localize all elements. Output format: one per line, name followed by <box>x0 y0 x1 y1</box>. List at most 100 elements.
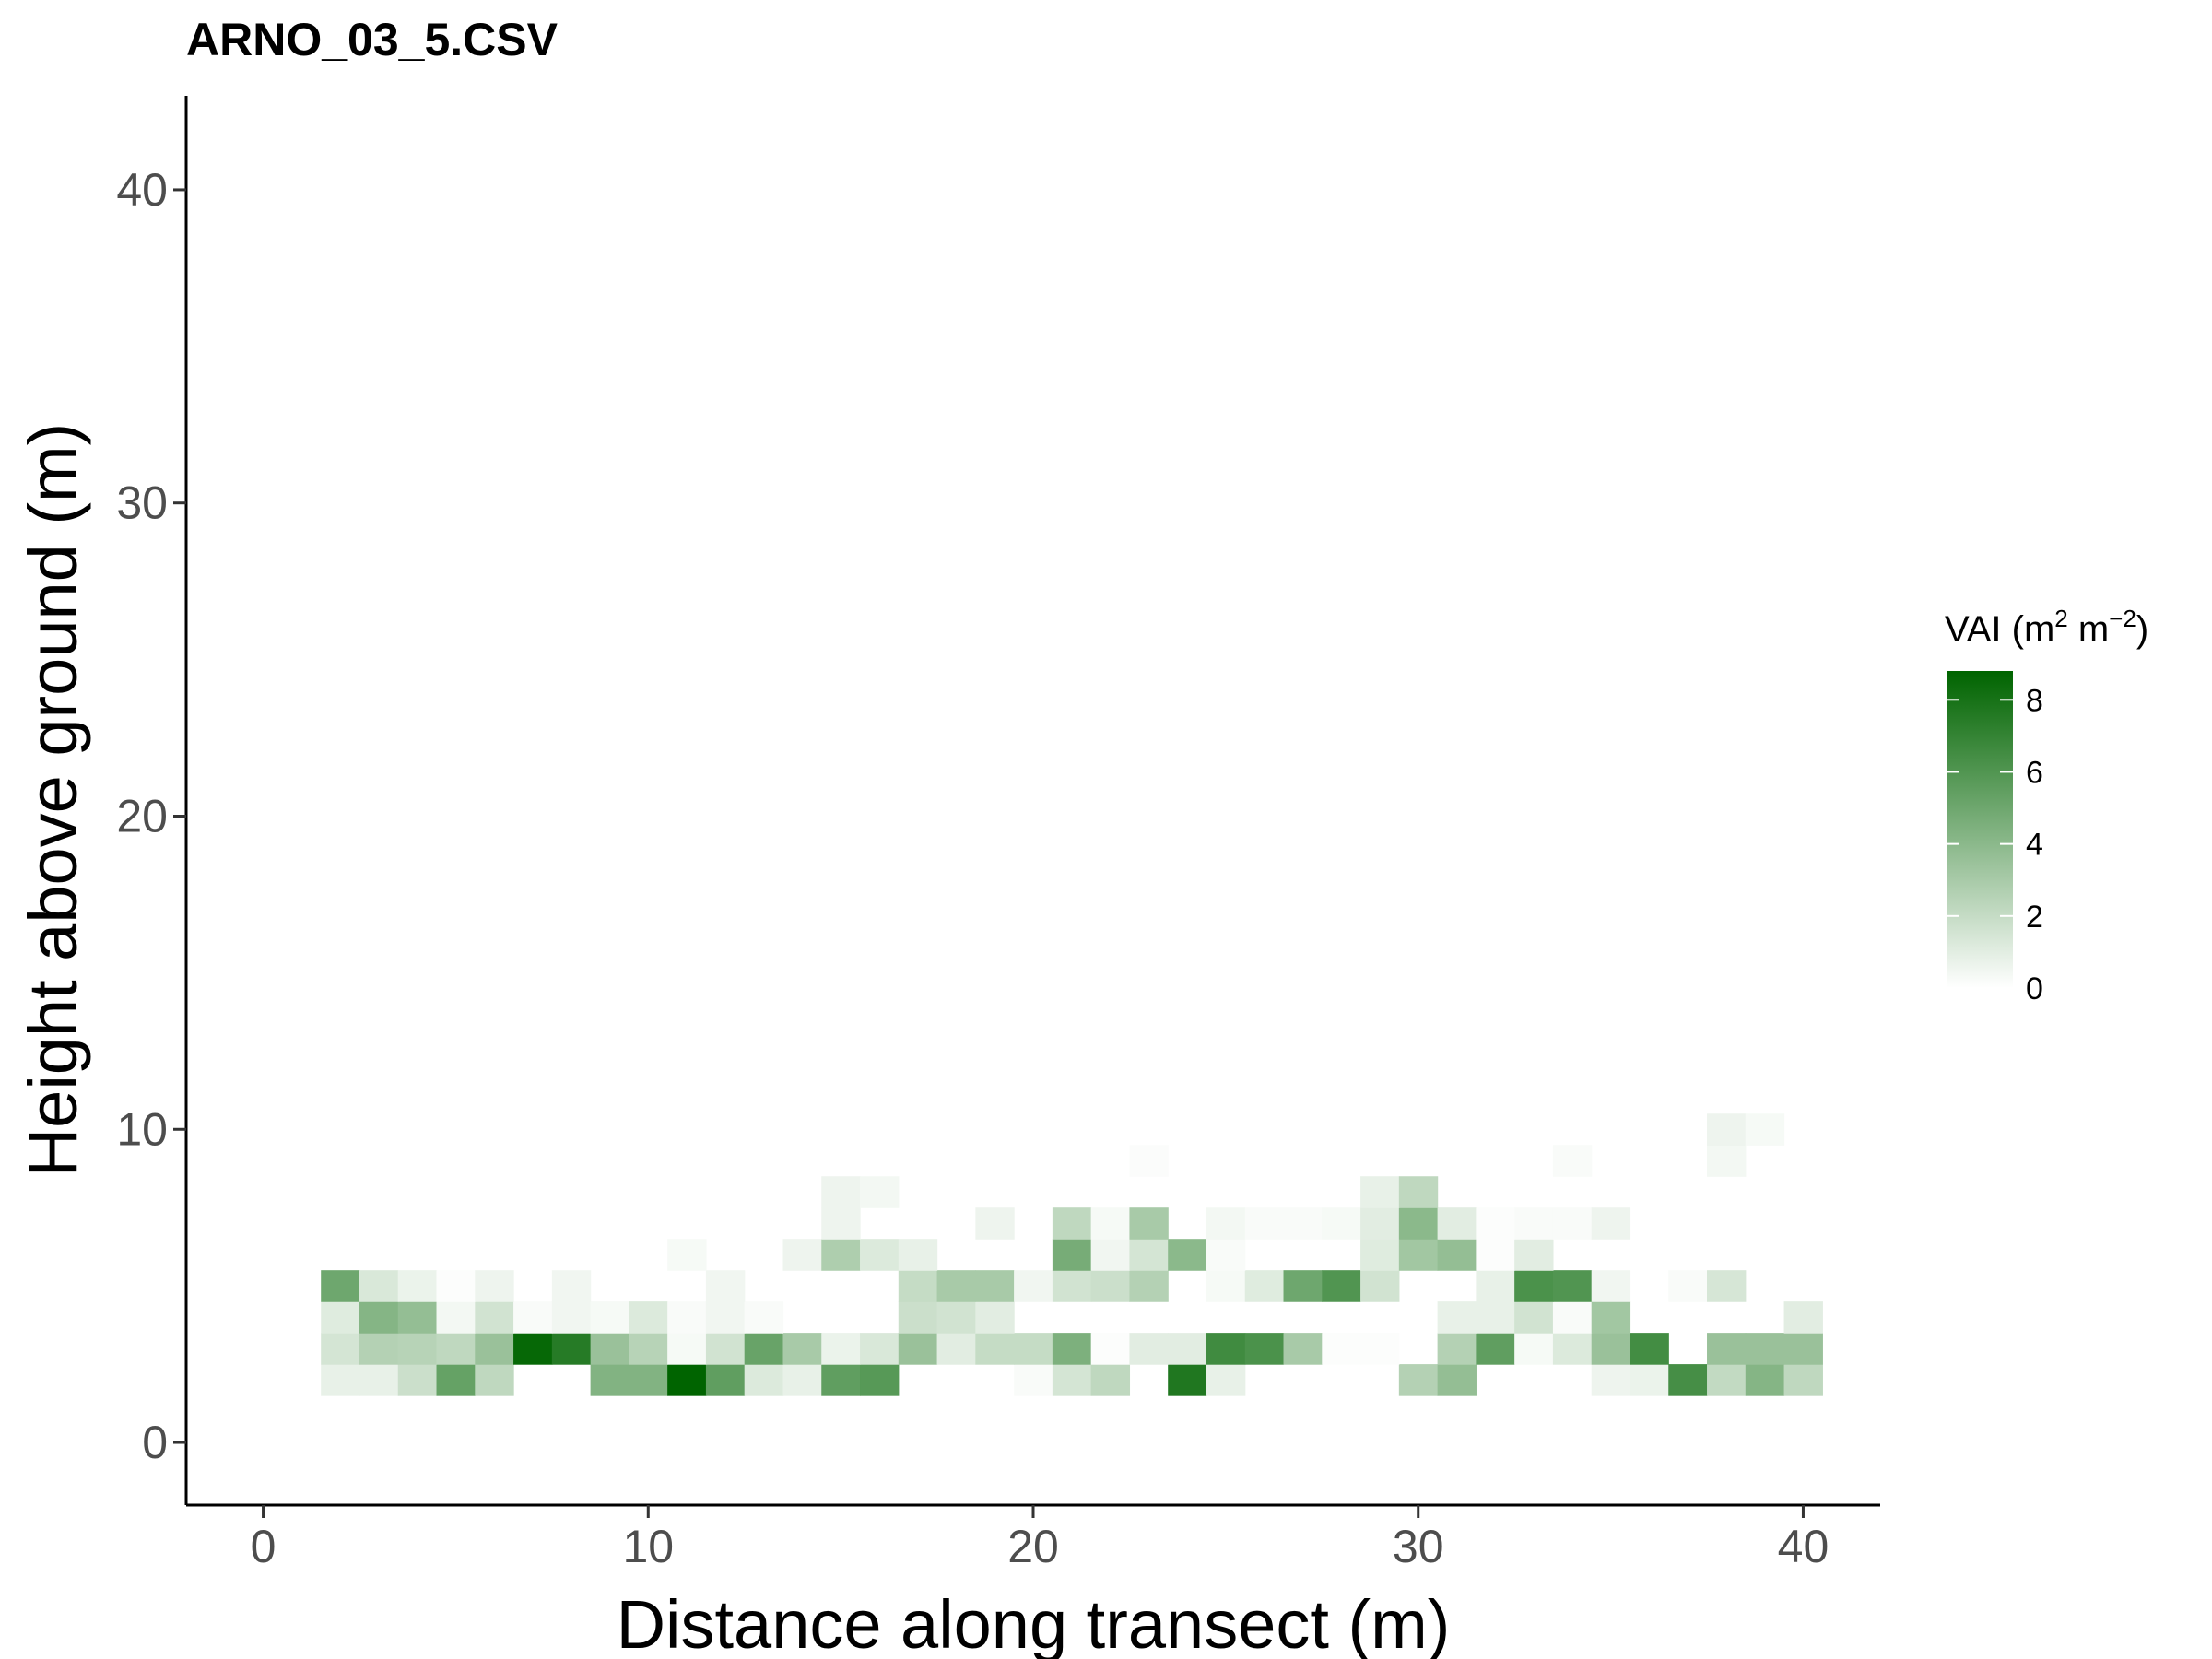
heatmap-cell <box>898 1301 938 1334</box>
heatmap-cell <box>1514 1270 1554 1302</box>
heatmap-cell <box>821 1207 861 1240</box>
heatmap-cell <box>1552 1333 1593 1365</box>
heatmap-cell <box>667 1239 707 1271</box>
heatmap-cell <box>1052 1239 1092 1271</box>
heatmap-cell <box>1783 1333 1823 1365</box>
heatmap-cell <box>1052 1207 1092 1240</box>
heatmap-cell <box>1129 1207 1169 1240</box>
y-axis-title: Height above ground (m) <box>15 423 91 1178</box>
heatmap-cell <box>1129 1239 1169 1271</box>
x-tick-label: 40 <box>1778 1521 1830 1572</box>
heatmap-cell <box>1783 1364 1823 1396</box>
heatmap-cell <box>1090 1207 1131 1240</box>
heatmap-cell <box>513 1301 553 1334</box>
heatmap-cell <box>975 1333 1015 1365</box>
chart-title: ARNO_03_5.CSV <box>186 14 559 65</box>
heatmap-cell <box>1398 1239 1439 1271</box>
heatmap-cell <box>1206 1270 1246 1302</box>
y-tick-label: 40 <box>116 164 168 216</box>
heatmap-cell <box>1745 1333 1785 1365</box>
heatmap-cell <box>1707 1364 1747 1396</box>
heatmap-cell <box>1360 1270 1400 1302</box>
heatmap-cell <box>436 1333 476 1365</box>
heatmap-cell <box>898 1270 938 1302</box>
heatmap-cell <box>1014 1364 1053 1396</box>
heatmap-cell <box>321 1333 360 1365</box>
heatmap-cell <box>1129 1333 1169 1365</box>
heatmap-cell <box>397 1333 438 1365</box>
x-axis-ticks: 0 10 20 30 40 <box>251 1505 1830 1572</box>
legend-ticks: 0 2 4 6 8 <box>1947 683 2043 1006</box>
heatmap-cell <box>1052 1364 1092 1396</box>
legend-title-sup1: 2 <box>2054 605 2067 632</box>
legend-title-end: ) <box>2136 609 2148 650</box>
heatmap-cell <box>629 1333 668 1365</box>
heatmap-cell <box>1206 1333 1246 1365</box>
heatmap-cell <box>1783 1301 1823 1334</box>
heatmap-cell <box>1090 1364 1131 1396</box>
heatmap-cell <box>1322 1333 1361 1365</box>
legend-tick-label: 2 <box>2026 900 2043 935</box>
heatmap-cell <box>1244 1207 1285 1240</box>
heatmap-cell <box>1591 1270 1631 1302</box>
heatmap-cell <box>898 1333 938 1365</box>
heatmap-cell <box>860 1176 900 1208</box>
heatmap-cell <box>590 1333 629 1365</box>
heatmap-cell <box>1360 1176 1400 1208</box>
legend-title-mid: m <box>2068 609 2109 650</box>
y-tick-label: 20 <box>116 790 168 841</box>
heatmap-cell <box>936 1270 976 1302</box>
heatmap-cell <box>1322 1207 1361 1240</box>
heatmap-cell <box>975 1270 1015 1302</box>
heatmap-cell <box>705 1301 746 1334</box>
heatmap-cell <box>1014 1333 1053 1365</box>
heatmap-cell <box>359 1301 399 1334</box>
heatmap-cell <box>1360 1333 1400 1365</box>
heatmap-cell <box>1437 1207 1477 1240</box>
heatmap-cell <box>782 1364 822 1396</box>
heatmap-cell <box>1398 1364 1439 1396</box>
heatmap-cell <box>1476 1207 1515 1240</box>
heatmap-cell <box>667 1301 707 1334</box>
heatmap-cell <box>1360 1207 1400 1240</box>
heatmap-cell <box>1514 1333 1554 1365</box>
heatmap-cell <box>1090 1270 1131 1302</box>
heatmap-cell <box>667 1364 707 1396</box>
y-tick-label: 10 <box>116 1103 168 1155</box>
heatmap-cell <box>513 1333 553 1365</box>
heatmap-cell <box>1283 1207 1323 1240</box>
heatmap-cell <box>1707 1333 1747 1365</box>
heatmap-cell <box>821 1176 861 1208</box>
heatmap-cell <box>1206 1207 1246 1240</box>
heatmap-cell <box>1244 1333 1285 1365</box>
heatmap-cells <box>321 1113 1823 1396</box>
heatmap-cell <box>1476 1270 1515 1302</box>
heatmap-cell <box>1668 1364 1708 1396</box>
legend-tick-label: 6 <box>2026 755 2043 790</box>
heatmap-cell <box>705 1270 746 1302</box>
heatmap-cell <box>436 1364 476 1396</box>
heatmap-cell <box>1168 1364 1207 1396</box>
heatmap-cell <box>1052 1270 1092 1302</box>
heatmap-cell <box>397 1270 438 1302</box>
heatmap-cell <box>1552 1270 1593 1302</box>
heatmap-cell <box>705 1364 746 1396</box>
heatmap-cell <box>1591 1364 1631 1396</box>
heatmap-cell <box>1552 1301 1593 1334</box>
heatmap-cell <box>1090 1333 1131 1365</box>
heatmap-cell <box>1630 1333 1669 1365</box>
heatmap-cell <box>1707 1113 1747 1146</box>
heatmap-cell <box>359 1270 399 1302</box>
heatmap-cell <box>860 1364 900 1396</box>
legend-tick-label: 0 <box>2026 971 2043 1006</box>
heatmap-cell <box>1514 1239 1554 1271</box>
heatmap-cell <box>1360 1239 1400 1271</box>
heatmap-cell <box>1707 1270 1747 1302</box>
heatmap-cell <box>782 1239 822 1271</box>
heatmap-cell <box>475 1333 514 1365</box>
legend-tick-label: 4 <box>2026 828 2043 863</box>
heatmap-cell <box>1476 1301 1515 1334</box>
heatmap-cell <box>1745 1113 1785 1146</box>
heatmap-cell <box>744 1333 784 1365</box>
heatmap-cell <box>667 1333 707 1365</box>
